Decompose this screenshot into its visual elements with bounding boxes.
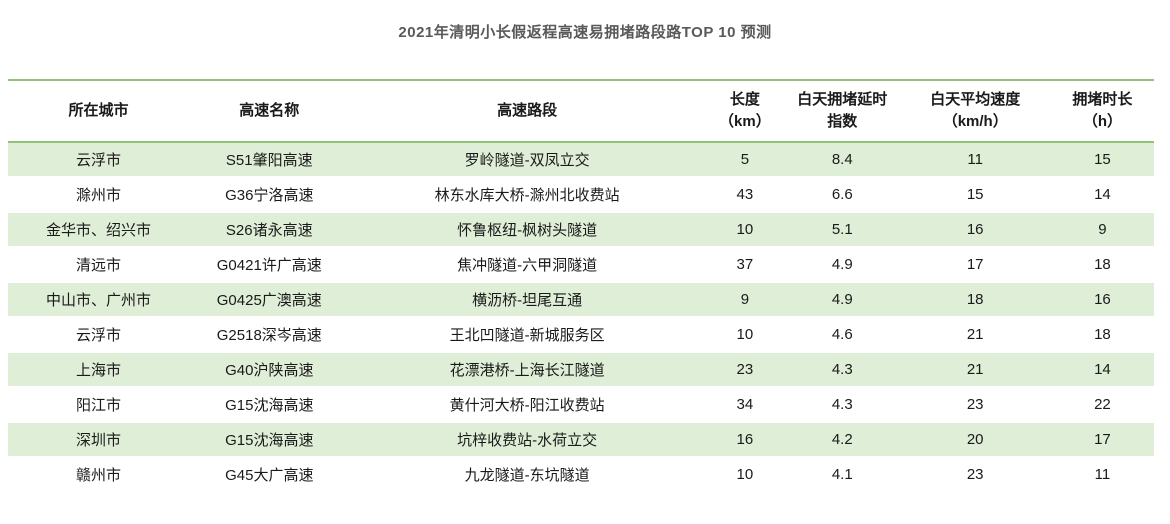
- table-cell: 深圳市: [8, 422, 190, 458]
- table-cell: 罗岭隧道-双凤立交: [349, 142, 705, 178]
- column-header: 高速名称: [239, 102, 300, 120]
- table-cell: 花漂港桥-上海长江隧道: [349, 352, 705, 388]
- table-cell: 18: [899, 282, 1051, 318]
- table-row: 中山市、广州市 G0425广澳高速 横沥桥-坦尾互通 9 4.9 18 16: [8, 282, 1154, 318]
- table-cell: 18: [1050, 247, 1154, 283]
- table-cell: 4.9: [784, 282, 900, 318]
- table-cell: S51肇阳高速: [189, 142, 350, 178]
- table-cell: 34: [704, 387, 785, 423]
- table-cell: 怀鲁枢纽-枫树头隧道: [349, 212, 705, 248]
- table-row: 清远市 G0421许广高速 焦冲隧道-六甲洞隧道 37 4.9 17 18: [8, 247, 1154, 283]
- table-cell: 23: [704, 352, 785, 388]
- table-cell: 10: [704, 457, 785, 493]
- table-cell: 21: [899, 317, 1051, 353]
- table-header-row: 所在城市 高速名称 高速路段 长度 （km） 白天拥堵延时 指数 白天平均速度 （km/h…: [8, 80, 1154, 142]
- table-cell: 4.3: [784, 352, 900, 388]
- table-cell: 焦冲隧道-六甲洞隧道: [349, 247, 705, 283]
- table-cell: 林东水库大桥-滁州北收费站: [349, 177, 705, 213]
- table-cell: 11: [1050, 457, 1154, 493]
- table-cell: 坑梓收费站-水荷立交: [349, 422, 705, 458]
- table-cell: 王北凹隧道-新城服务区: [349, 317, 705, 353]
- table-cell: 上海市: [8, 352, 190, 388]
- table-row: 深圳市 G15沈海高速 坑梓收费站-水荷立交 16 4.2 20 17: [8, 422, 1154, 458]
- table-cell: G45大广高速: [189, 457, 350, 493]
- table-cell: 14: [1050, 177, 1154, 213]
- table-cell: 18: [1050, 317, 1154, 353]
- table-cell: 9: [1050, 212, 1154, 248]
- column-header: 高速路段: [497, 102, 558, 120]
- column-header: 白天平均速度 （km/h）: [930, 91, 1021, 130]
- congestion-table: 所在城市 高速名称 高速路段 长度 （km） 白天拥堵延时 指数 白天平均速度 （km/h…: [8, 79, 1154, 493]
- table-cell: 横沥桥-坦尾互通: [349, 282, 705, 318]
- page-title: 2021年清明小长假返程高速易拥堵路段路TOP 10 预测: [398, 24, 772, 41]
- table-cell: 16: [1050, 282, 1154, 318]
- table-row: 云浮市 S51肇阳高速 罗岭隧道-双凤立交 5 8.4 11 15: [8, 142, 1154, 178]
- table-cell: 黄什河大桥-阳江收费站: [349, 387, 705, 423]
- table-cell: 4.2: [784, 422, 900, 458]
- column-header: 所在城市: [68, 102, 129, 120]
- column-header: 拥堵时长 （h）: [1072, 91, 1133, 130]
- table-cell: 滁州市: [8, 177, 190, 213]
- table-cell: G40沪陕高速: [189, 352, 350, 388]
- table-row: 金华市、绍兴市 S26诸永高速 怀鲁枢纽-枫树头隧道 10 5.1 16 9: [8, 212, 1154, 248]
- column-header: 白天拥堵延时 指数: [797, 91, 888, 130]
- table-cell: 九龙隧道-东坑隧道: [349, 457, 705, 493]
- table-cell: 20: [899, 422, 1051, 458]
- table-cell: 4.1: [784, 457, 900, 493]
- table-cell: 5.1: [784, 212, 900, 248]
- table-cell: 6.6: [784, 177, 900, 213]
- table-cell: 23: [899, 387, 1051, 423]
- table-cell: 37: [704, 247, 785, 283]
- table-cell: 14: [1050, 352, 1154, 388]
- table-cell: 17: [899, 247, 1051, 283]
- table-cell: 15: [899, 177, 1051, 213]
- table-cell: 10: [704, 317, 785, 353]
- table-cell: 15: [1050, 142, 1154, 178]
- table-cell: G0425广澳高速: [189, 282, 350, 318]
- table-cell: 中山市、广州市: [8, 282, 190, 318]
- table-cell: 16: [899, 212, 1051, 248]
- table-header: 所在城市 高速名称 高速路段 长度 （km） 白天拥堵延时 指数 白天平均速度 （km/h…: [8, 80, 1154, 142]
- table-cell: 11: [899, 142, 1051, 178]
- table-cell: 21: [899, 352, 1051, 388]
- table-cell: 23: [899, 457, 1051, 493]
- table-cell: G15沈海高速: [189, 422, 350, 458]
- table-cell: 17: [1050, 422, 1154, 458]
- table-cell: G2518深岑高速: [189, 317, 350, 353]
- table-row: 云浮市 G2518深岑高速 王北凹隧道-新城服务区 10 4.6 21 18: [8, 317, 1154, 353]
- table-cell: 阳江市: [8, 387, 190, 423]
- table-cell: 4.6: [784, 317, 900, 353]
- table-cell: 4.9: [784, 247, 900, 283]
- column-header: 长度 （km）: [719, 91, 771, 130]
- table-row: 上海市 G40沪陕高速 花漂港桥-上海长江隧道 23 4.3 21 14: [8, 352, 1154, 388]
- table-cell: 云浮市: [8, 142, 190, 178]
- table-cell: 清远市: [8, 247, 190, 283]
- table-cell: 16: [704, 422, 785, 458]
- table-cell: 10: [704, 212, 785, 248]
- table-cell: 43: [704, 177, 785, 213]
- table-row: 赣州市 G45大广高速 九龙隧道-东坑隧道 10 4.1 23 11: [8, 457, 1154, 493]
- table-cell: G15沈海高速: [189, 387, 350, 423]
- table-cell: G0421许广高速: [189, 247, 350, 283]
- table-cell: S26诸永高速: [189, 212, 350, 248]
- table-cell: G36宁洛高速: [189, 177, 350, 213]
- table-cell: 赣州市: [8, 457, 190, 493]
- table-cell: 8.4: [784, 142, 900, 178]
- table-cell: 金华市、绍兴市: [8, 212, 190, 248]
- table-row: 滁州市 G36宁洛高速 林东水库大桥-滁州北收费站 43 6.6 15 14: [8, 177, 1154, 213]
- table-cell: 云浮市: [8, 317, 190, 353]
- table-row: 阳江市 G15沈海高速 黄什河大桥-阳江收费站 34 4.3 23 22: [8, 387, 1154, 423]
- table-cell: 22: [1050, 387, 1154, 423]
- table-cell: 5: [704, 142, 785, 178]
- table-cell: 4.3: [784, 387, 900, 423]
- table-body: 云浮市 S51肇阳高速 罗岭隧道-双凤立交 5 8.4 11 15 滁州市 G36宁洛高速 林东水…: [8, 142, 1154, 493]
- table-cell: 9: [704, 282, 785, 318]
